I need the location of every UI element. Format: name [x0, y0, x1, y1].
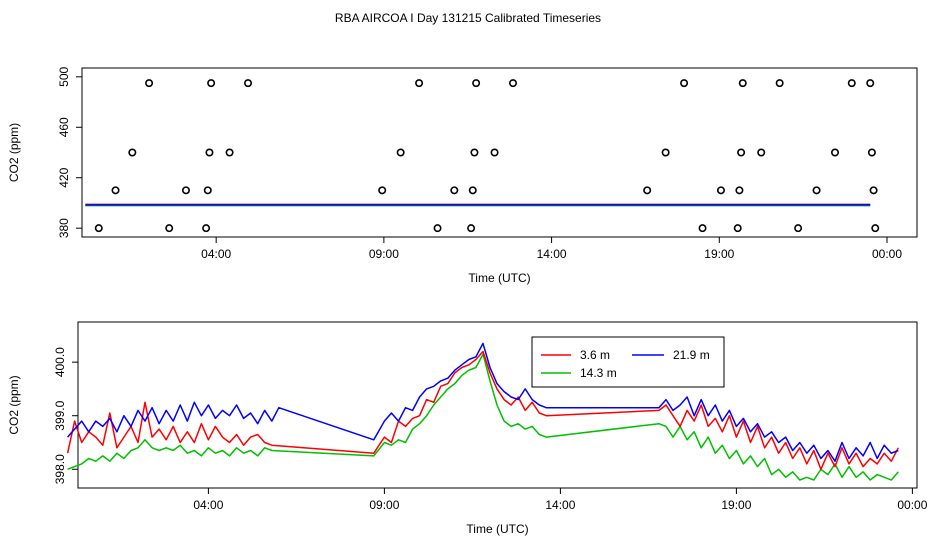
flag-point	[207, 79, 216, 88]
y-axis-label: CO2 (ppm)	[7, 375, 21, 434]
flag-point	[467, 224, 476, 233]
flag-point	[128, 148, 137, 157]
series-line-21-9-m	[67, 342, 899, 462]
legend-label: 14.3 m	[580, 366, 617, 380]
legend-label: 3.6 m	[580, 348, 610, 362]
flag-point	[866, 79, 875, 88]
plot-frame	[77, 321, 918, 489]
flag-point	[831, 148, 840, 157]
flag-point	[867, 148, 876, 157]
flag-point	[225, 148, 234, 157]
legend-label: 21.9 m	[673, 348, 710, 362]
flag-point	[738, 79, 747, 88]
bottom-panel: 04:00 09:00 14:00 19:00 00:00 Time (UTC) 398.0…	[7, 321, 928, 536]
flag-point	[205, 148, 214, 157]
x-tick-label: 14:00	[545, 498, 575, 512]
flag-point	[490, 148, 499, 157]
y-tick-label: 380	[57, 218, 71, 238]
flag-point	[680, 79, 689, 88]
flag-point	[869, 186, 878, 195]
y-tick-label: 500	[57, 66, 71, 86]
flag-point	[509, 79, 518, 88]
flag-point	[396, 148, 405, 157]
x-tick-label: 04:00	[193, 498, 223, 512]
flag-point	[716, 186, 725, 195]
chart-title: RBA AIRCOA I Day 131215 Calibrated Times…	[335, 11, 601, 25]
flag-point	[470, 148, 479, 157]
x-tick-label: 09:00	[369, 498, 399, 512]
flag-point	[735, 186, 744, 195]
y-tick-label: 398.0	[53, 454, 67, 484]
flag-point	[737, 148, 746, 157]
flag-point	[181, 186, 190, 195]
x-tick-label: 00:00	[897, 498, 927, 512]
flag-point	[450, 186, 459, 195]
flag-point	[643, 186, 652, 195]
legend: 3.6 m 21.9 m 14.3 m	[531, 336, 725, 388]
y-axis-label: CO2 (ppm)	[7, 123, 21, 182]
flag-point	[468, 186, 477, 195]
y-tick-label: 400.0	[53, 347, 67, 377]
x-axis-label: Time (UTC)	[468, 271, 530, 285]
flag-point	[378, 186, 387, 195]
flag-point	[94, 224, 103, 233]
flag-point	[415, 79, 424, 88]
series-line-3-6-m	[66, 350, 899, 471]
x-tick-label: 09:00	[369, 247, 399, 261]
flag-point	[661, 148, 670, 157]
flag-point	[757, 148, 766, 157]
plot-frame	[81, 67, 918, 238]
series-line-14-3-m	[67, 353, 899, 481]
x-tick-label: 14:00	[537, 247, 567, 261]
flag-point	[202, 224, 211, 233]
x-tick-label: 19:00	[721, 498, 751, 512]
flag-point	[165, 224, 174, 233]
flag-point	[244, 79, 253, 88]
x-axis-label: Time (UTC)	[466, 522, 528, 536]
flag-point	[203, 186, 212, 195]
y-tick-label: 420	[57, 167, 71, 187]
legend-box	[531, 336, 725, 388]
x-tick-label: 04:00	[201, 247, 231, 261]
flag-point	[698, 224, 707, 233]
y-tick-label: 399.0	[53, 400, 67, 430]
flag-point	[145, 79, 154, 88]
flag-point	[733, 224, 742, 233]
flag-point	[794, 224, 803, 233]
flag-point	[812, 186, 821, 195]
flag-point	[472, 79, 481, 88]
y-tick-label: 460	[57, 117, 71, 137]
flag-point	[871, 224, 880, 233]
flag-point	[111, 186, 120, 195]
flag-point	[847, 79, 856, 88]
flag-point	[775, 79, 784, 88]
x-tick-label: 19:00	[704, 247, 734, 261]
x-tick-label: 00:00	[872, 247, 902, 261]
top-panel: 04:00 09:00 14:00 19:00 00:00 Time (UTC) 380 42…	[7, 66, 918, 285]
flag-point	[433, 224, 442, 233]
